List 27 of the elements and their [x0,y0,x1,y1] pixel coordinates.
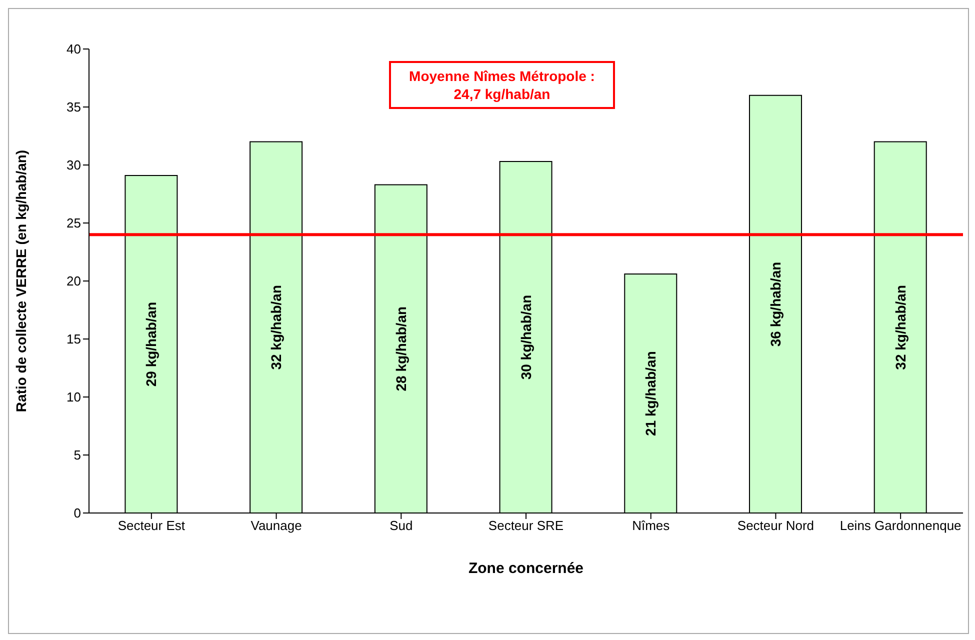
x-tick-label: Leins Gardonnenque [840,518,962,534]
data-label: 36 kg/hab/an [767,262,784,347]
x-tick-label: Secteur Nord [737,518,814,534]
y-tick-label: 40 [66,42,81,57]
annotation: Moyenne Nîmes Métropole : [408,67,596,85]
y-tick-label: 5 [74,448,81,463]
y-tick-label: 10 [66,390,81,405]
x-tick-label: Secteur SRE [488,518,564,534]
y-tick-label: 35 [66,100,81,115]
data-label: 32 kg/hab/an [268,284,284,370]
y-tick-label: 20 [66,274,81,289]
y-tick-label: 15 [66,332,81,347]
data-label: 28 kg/hab/an [392,306,409,392]
data-label: 32 kg/hab/an [892,284,908,370]
x-tick-label: Sud [390,518,413,534]
x-tick-label: Nîmes [632,518,670,534]
y-tick-label: 30 [66,158,81,173]
data-label: 30 kg/hab/an [518,294,534,380]
annotation: 24,7 kg/hab/an [452,85,552,103]
y-tick-label: 25 [66,216,81,231]
x-tick-label: Vaunage [250,518,302,534]
x-tick-label: Secteur Est [118,518,186,534]
data-label: 21 kg/hab/an [642,351,659,436]
data-label: 29 kg/hab/an [143,302,160,387]
y-axis-title: Ratio de collecte VERRE (en kg/hab/an) [12,150,29,412]
y-tick-label: 0 [74,506,81,521]
x-axis-title: Zone concernée [468,560,584,577]
